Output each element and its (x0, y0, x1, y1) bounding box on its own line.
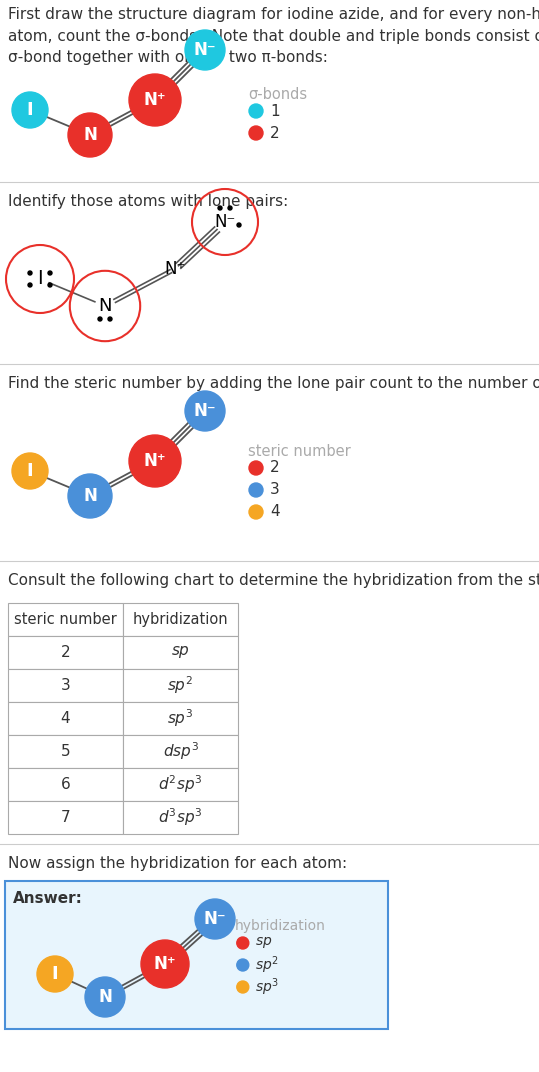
Text: 6: 6 (60, 777, 71, 792)
Text: N⁻: N⁻ (204, 910, 226, 928)
Circle shape (85, 977, 125, 1017)
Text: $sp$: $sp$ (171, 644, 190, 660)
Circle shape (108, 317, 112, 321)
Circle shape (249, 126, 263, 140)
Circle shape (98, 317, 102, 321)
Circle shape (129, 74, 181, 126)
Circle shape (12, 92, 48, 128)
Bar (8, 735, 123, 768)
Text: hybridization: hybridization (133, 612, 229, 627)
Text: 2: 2 (270, 461, 280, 476)
Circle shape (237, 937, 249, 949)
Text: N⁺: N⁺ (144, 91, 167, 109)
Text: $d^3sp^3$: $d^3sp^3$ (158, 806, 203, 829)
Text: I: I (52, 965, 58, 983)
Circle shape (141, 940, 189, 988)
Circle shape (249, 483, 263, 497)
Bar (8, 669, 123, 702)
FancyBboxPatch shape (5, 881, 388, 1029)
Text: Identify those atoms with lone pairs:: Identify those atoms with lone pairs: (8, 194, 288, 209)
Bar (8, 636, 123, 669)
Circle shape (195, 899, 235, 939)
Text: I: I (27, 101, 33, 119)
Text: I: I (27, 462, 33, 480)
Circle shape (228, 206, 232, 210)
Text: 1: 1 (270, 104, 280, 119)
Circle shape (237, 223, 241, 227)
Text: N⁻: N⁻ (215, 213, 236, 230)
Text: N⁻: N⁻ (194, 41, 216, 59)
Text: $dsp^3$: $dsp^3$ (163, 741, 198, 762)
Bar (123, 735, 238, 768)
Text: N⁺: N⁺ (164, 260, 186, 278)
Circle shape (28, 283, 32, 287)
Text: N: N (83, 126, 97, 144)
Circle shape (218, 206, 222, 210)
Circle shape (185, 391, 225, 431)
Text: 4: 4 (270, 505, 280, 520)
Text: I: I (37, 269, 43, 288)
Bar (123, 702, 238, 735)
Circle shape (48, 283, 52, 287)
Text: 7: 7 (61, 810, 70, 825)
Bar (8, 602, 123, 636)
Circle shape (37, 956, 73, 992)
Text: N: N (98, 988, 112, 1006)
Text: $sp^3$: $sp^3$ (168, 708, 194, 729)
Text: Find the steric number by adding the lone pair count to the number of σ-bonds:: Find the steric number by adding the lon… (8, 376, 539, 391)
Text: $d^2sp^3$: $d^2sp^3$ (158, 774, 203, 795)
Circle shape (68, 113, 112, 157)
Bar (123, 801, 238, 834)
Text: steric number: steric number (248, 444, 351, 459)
Circle shape (249, 104, 263, 118)
Circle shape (68, 474, 112, 518)
Text: Answer:: Answer: (13, 891, 83, 906)
Bar (8, 702, 123, 735)
Text: N⁺: N⁺ (154, 955, 176, 973)
Text: σ-bonds: σ-bonds (248, 87, 307, 102)
Text: First draw the structure diagram for iodine azide, and for every non-hydrogen
at: First draw the structure diagram for iod… (8, 8, 539, 65)
Bar (123, 768, 238, 801)
Bar (8, 768, 123, 801)
Circle shape (28, 271, 32, 276)
Text: N: N (98, 297, 112, 315)
Circle shape (249, 505, 263, 519)
Circle shape (237, 959, 249, 971)
Text: $sp^3$: $sp^3$ (255, 977, 279, 998)
Text: 2: 2 (61, 645, 70, 660)
Text: 2: 2 (270, 125, 280, 140)
Text: N: N (83, 487, 97, 505)
Text: 3: 3 (270, 482, 280, 497)
Text: Now assign the hybridization for each atom:: Now assign the hybridization for each at… (8, 857, 347, 870)
Text: steric number: steric number (14, 612, 117, 627)
Circle shape (249, 461, 263, 475)
Text: N⁻: N⁻ (194, 402, 216, 420)
Text: $sp$: $sp$ (255, 936, 272, 951)
Circle shape (185, 30, 225, 70)
Text: $sp^2$: $sp^2$ (255, 954, 279, 976)
Text: hybridization: hybridization (235, 919, 326, 933)
Text: Consult the following chart to determine the hybridization from the steric numbe: Consult the following chart to determine… (8, 574, 539, 589)
Text: 5: 5 (61, 744, 70, 759)
Bar (123, 636, 238, 669)
Text: 4: 4 (61, 711, 70, 726)
Bar (8, 801, 123, 834)
Text: 3: 3 (60, 678, 71, 693)
Circle shape (12, 453, 48, 489)
Circle shape (129, 435, 181, 487)
Text: $sp^2$: $sp^2$ (168, 674, 194, 697)
Circle shape (48, 271, 52, 276)
Text: N⁺: N⁺ (144, 452, 167, 470)
Circle shape (237, 981, 249, 993)
Bar (123, 669, 238, 702)
Bar (123, 602, 238, 636)
